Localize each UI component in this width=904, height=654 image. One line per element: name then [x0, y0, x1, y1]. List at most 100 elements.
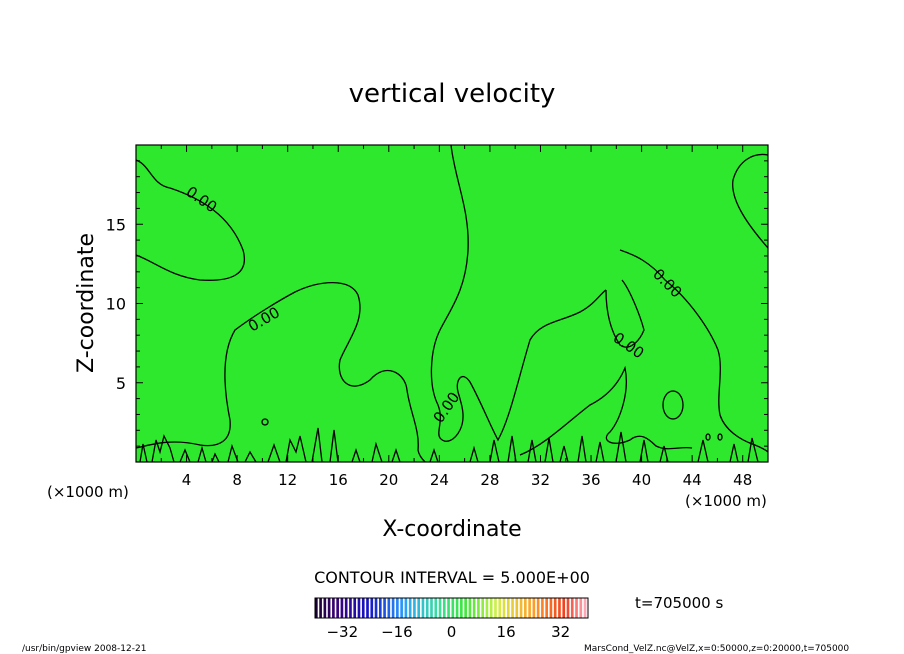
- colorbar-swatch: [315, 598, 318, 618]
- colorbar-swatch: [583, 598, 587, 618]
- x-axis: 4 8 12 16 20 24 28 32 36 40 44 48: [160, 145, 752, 489]
- x-tick-label: 48: [733, 471, 752, 489]
- colorbar-swatch: [374, 598, 378, 618]
- x-unit-left: (×1000 m): [47, 483, 129, 501]
- contour-top-right: [732, 153, 769, 249]
- colorbar-swatch: [558, 598, 561, 618]
- colorbar-swatch: [323, 598, 327, 618]
- contour-blob-2: [705, 433, 711, 441]
- colorbar-swatch: [498, 598, 502, 618]
- colorbar-swatch: [460, 598, 463, 618]
- colorbar-swatch: [485, 598, 489, 618]
- colorbar-swatch: [404, 598, 408, 618]
- x-tick-label: 20: [379, 471, 398, 489]
- colorbar-tick-label: −16: [381, 623, 413, 641]
- colorbar-swatch: [451, 598, 455, 618]
- colorbar-frame: [314, 597, 589, 619]
- colorbar-swatch: [391, 598, 395, 618]
- y-tick-label: 5: [116, 374, 126, 393]
- colorbar-swatch: [353, 598, 357, 618]
- x-tick-label: 40: [632, 471, 651, 489]
- colorbar-tick-label: 0: [447, 623, 457, 641]
- colorbar-swatch: [545, 598, 548, 618]
- y-tick-label: 10: [106, 295, 126, 314]
- contour-top-left: [135, 159, 246, 281]
- colorbar-swatch: [511, 598, 514, 618]
- x-tick-label: 36: [581, 471, 600, 489]
- chart-title: vertical velocity: [349, 79, 556, 109]
- colorbar-swatch: [549, 598, 553, 618]
- x-tick-label: 8: [232, 471, 242, 489]
- colorbar-swatch: [562, 598, 566, 618]
- colorbar-swatch: [366, 598, 369, 618]
- colorbar-swatch: [370, 598, 374, 618]
- colorbar-swatch: [524, 598, 527, 618]
- x-tick-label: 4: [182, 471, 192, 489]
- contour-blob-1: [261, 418, 269, 426]
- contour-interval: CONTOUR INTERVAL = 5.000E+00: [314, 568, 590, 587]
- colorbar-swatch: [468, 598, 472, 618]
- x-tick-label: 16: [329, 471, 348, 489]
- contour-lines: [135, 144, 769, 463]
- colorbar-swatch: [344, 598, 348, 618]
- colorbar-swatch: [515, 598, 519, 618]
- contour-eddy-right: [662, 390, 684, 420]
- colorbar-swatch: [387, 598, 391, 618]
- colorbar-swatch: [434, 598, 438, 618]
- colorbar-swatch: [413, 598, 416, 618]
- colorbar-swatch: [383, 598, 386, 618]
- colorbar-swatch: [425, 598, 429, 618]
- colorbar-tick-label: 16: [497, 623, 516, 641]
- colorbar-swatch: [319, 598, 322, 618]
- colorbar-swatch: [472, 598, 476, 618]
- contour-lower-right: [519, 365, 693, 456]
- colorbar-swatch: [477, 598, 480, 618]
- colorbar-swatch: [442, 598, 446, 618]
- colorbar-swatch: [447, 598, 450, 618]
- footer-left: /usr/bin/gpview 2008-12-21: [22, 644, 146, 654]
- y-axis-label: Z-coordinate: [74, 233, 99, 373]
- colorbar-swatch: [357, 598, 361, 618]
- colorbar-swatch: [455, 598, 459, 618]
- colorbar-swatch: [489, 598, 493, 618]
- colorbar-swatch: [361, 598, 365, 618]
- colorbar-swatch: [506, 598, 510, 618]
- y-tick-label: 15: [106, 215, 126, 234]
- colorbar-swatch: [519, 598, 523, 618]
- colorbar-swatch: [417, 598, 421, 618]
- colorbar-swatch: [575, 598, 578, 618]
- colorbar-swatch: [340, 598, 344, 618]
- colorbar-swatch: [528, 598, 531, 618]
- colorbar-swatch: [430, 598, 433, 618]
- colorbar-swatch: [566, 598, 570, 618]
- contour-surface-noise: [139, 427, 759, 463]
- x-tick-label: 12: [278, 471, 297, 489]
- colorbar-ticks: −32 −16 0 16 32: [326, 623, 570, 641]
- colorbar-swatch: [396, 598, 399, 618]
- contour-middle: [430, 144, 607, 442]
- x-tick-label: 32: [531, 471, 550, 489]
- colorbar-swatch: [438, 598, 442, 618]
- colorbar-swatch: [349, 598, 352, 618]
- colorbar-swatch: [494, 598, 497, 618]
- colorbar-swatches: [315, 598, 587, 618]
- field-fill: [136, 145, 768, 462]
- colorbar-swatch: [464, 598, 467, 618]
- colorbar-tick-label: 32: [551, 623, 570, 641]
- colorbar-swatch: [481, 598, 485, 618]
- plot-area: 0.00 0.00 0.00 0.00 0.00: [135, 144, 769, 463]
- colorbar-tick-label: −32: [326, 623, 358, 641]
- y-axis: 5 10 15: [106, 160, 768, 447]
- colorbar-swatch: [502, 598, 506, 618]
- colorbar-swatch: [579, 598, 583, 618]
- x-tick-label: 24: [430, 471, 449, 489]
- x-axis-label: X-coordinate: [382, 517, 521, 542]
- footer-right: MarsCond_VelZ.nc@VelZ,x=0:50000,z=0:2000…: [584, 644, 849, 654]
- colorbar-swatch: [400, 598, 403, 618]
- colorbar-swatch: [336, 598, 339, 618]
- colorbar-swatch: [421, 598, 425, 618]
- x-unit-right: (×1000 m): [685, 492, 767, 510]
- contour-central: [135, 282, 426, 463]
- time-stamp: t=705000 s: [635, 594, 723, 612]
